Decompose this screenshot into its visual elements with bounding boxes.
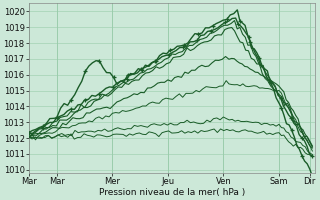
X-axis label: Pression niveau de la mer( hPa ): Pression niveau de la mer( hPa ) [99, 188, 245, 197]
